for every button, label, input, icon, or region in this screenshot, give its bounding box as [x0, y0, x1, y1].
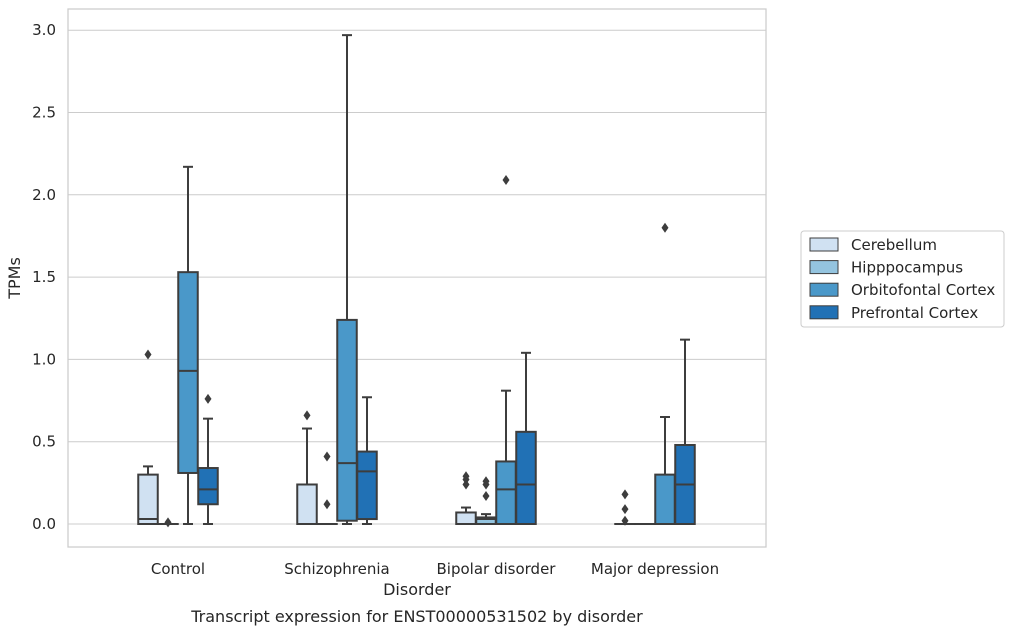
x-tick-label: Schizophrenia [284, 560, 389, 578]
legend-label: Cerebellum [851, 236, 937, 254]
legend-swatch [809, 237, 839, 252]
gridlines [68, 29, 766, 525]
box-group [316, 451, 338, 526]
box-group [654, 222, 676, 525]
legend-swatch [809, 305, 839, 320]
box [356, 450, 378, 521]
outlier-point [502, 174, 510, 185]
outlier-point [303, 410, 311, 421]
x-tick-label: Major depression [591, 560, 719, 578]
outlier-point [323, 499, 331, 510]
x-axis-label: Disorder [383, 580, 451, 599]
legend-label: Orbitofontal Cortex [851, 281, 995, 299]
y-tick-label: 1.5 [32, 268, 56, 286]
box-group [614, 489, 636, 526]
legend-label: Prefrontal Cortex [851, 304, 978, 322]
box-group [177, 165, 199, 525]
plot-frame [67, 8, 767, 548]
legend-swatch [809, 260, 839, 275]
outlier-point [323, 451, 331, 462]
outlier-point [204, 393, 212, 404]
x-tick-label: Control [151, 560, 205, 578]
box-group [515, 351, 537, 526]
box-group [137, 349, 159, 525]
box-group [197, 393, 219, 525]
legend-entry: Hipppocampus [809, 259, 963, 277]
box [197, 467, 219, 506]
legend-entry: Prefrontal Cortex [809, 304, 978, 322]
box-group [157, 517, 179, 528]
y-tick-label: 2.0 [32, 186, 56, 204]
x-tick-label: Bipolar disorder [437, 560, 557, 578]
box [654, 473, 676, 525]
box-group [336, 34, 358, 525]
outlier-point [482, 476, 490, 487]
legend-entry: Orbitofontal Cortex [809, 281, 995, 299]
box [455, 511, 477, 526]
box-group [495, 174, 517, 525]
boxes [137, 34, 696, 528]
y-tick-label: 3.0 [32, 21, 56, 39]
outlier-point [621, 504, 629, 515]
outlier-point [462, 471, 470, 482]
box [296, 483, 318, 526]
outlier-point [482, 491, 490, 502]
box [137, 473, 159, 525]
box-group [674, 338, 696, 526]
y-tick-label: 0.5 [32, 433, 56, 451]
box [177, 271, 199, 474]
outlier-point [661, 222, 669, 233]
y-tick-label: 0.0 [32, 515, 56, 533]
legend-entry: Cerebellum [809, 236, 937, 254]
box-group [455, 471, 477, 526]
chart-caption: Transcript expression for ENST0000053150… [190, 607, 643, 626]
legend-frame [800, 230, 1005, 328]
box [495, 460, 517, 525]
legend: Cerebellum Hipppocampus Orbitofontal Corte… [800, 230, 1005, 328]
box-group [475, 476, 497, 526]
y-tick-labels: 0.0 0.5 1.0 1.5 2.0 2.5 3.0 [32, 21, 56, 533]
y-tick-label: 1.0 [32, 350, 56, 368]
y-axis-label: TPMs [5, 257, 24, 300]
outlier-point [621, 489, 629, 500]
box-group [296, 410, 318, 526]
x-tick-labels: Control Schizophrenia Bipolar disorder Majo… [151, 560, 719, 578]
outlier-point [164, 517, 172, 528]
outlier-point [621, 515, 629, 526]
legend-label: Hipppocampus [851, 259, 963, 277]
y-tick-label: 2.5 [32, 104, 56, 122]
box [336, 318, 358, 522]
outlier-point [144, 349, 152, 360]
legend-swatch [809, 282, 839, 297]
box [515, 430, 537, 526]
box-group [356, 396, 378, 525]
